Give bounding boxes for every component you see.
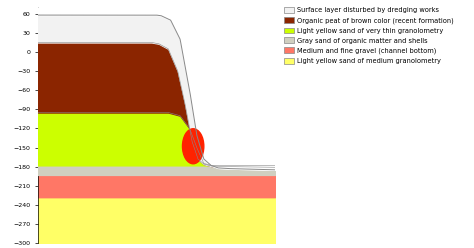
Legend: Surface layer disturbed by dredging works, Organic peat of brown color (recent f: Surface layer disturbed by dredging work… (283, 6, 455, 65)
Ellipse shape (182, 129, 204, 164)
